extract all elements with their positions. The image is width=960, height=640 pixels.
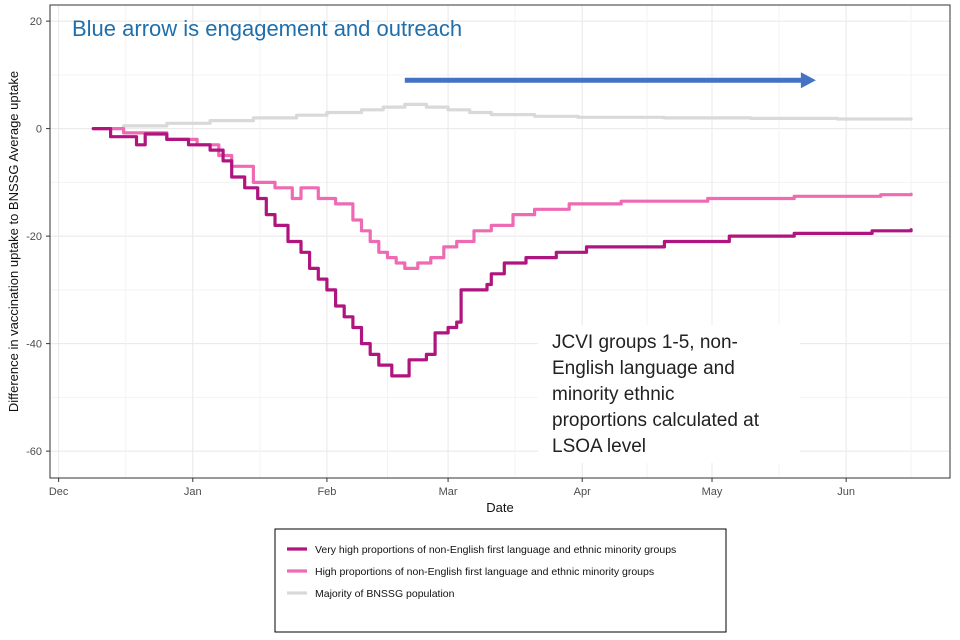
annotation-box [538,325,800,463]
annotation-line: minority ethnic [552,384,675,405]
x-tick-label: May [702,486,723,498]
series-lines [91,102,913,378]
y-tick-label: 20 [30,16,42,28]
legend-label: High proportions of non-English first la… [315,566,654,578]
x-tick-label: Feb [317,486,336,498]
annotation-line: JCVI groups 1-5, non- [552,332,738,353]
x-tick-label: Dec [49,486,69,498]
y-tick-label: 0 [36,124,42,136]
legend: Very high proportions of non-English fir… [287,544,676,600]
series-line-2 [91,127,913,270]
x-tick-label: Jun [837,486,855,498]
annotation-line: English language and [552,358,735,379]
legend-box [274,528,727,633]
y-tick-label: -20 [26,231,42,243]
legend-label: Majority of BNSSG population [315,588,455,600]
headline-annotation: Blue arrow is engagement and outreach [72,16,462,41]
axis-ticks: 20 0 -20 -40 -60 Dec Jan Feb Mar Apr May Jun [26,16,855,498]
x-tick-label: Jan [184,486,202,498]
y-axis-title: Difference in vaccination uptake to BNSS… [6,71,21,412]
annotation-line: LSOA level [552,436,646,457]
annotation-text: JCVI groups 1-5, non- English language an… [552,332,760,457]
engagement-arrow [404,72,816,89]
series-line-1 [91,127,913,378]
plot-panel-border [49,4,951,479]
legend-label: Very high proportions of non-English fir… [315,544,676,556]
x-tick-label: Apr [574,486,591,498]
y-tick-label: -40 [26,339,42,351]
x-tick-label: Mar [439,486,458,498]
annotation-line: proportions calculated at [552,410,760,431]
series-line-3 [91,102,913,131]
x-axis-title: Date [486,500,513,515]
grid [50,5,950,478]
y-tick-label: -60 [26,446,42,458]
arrow-head [800,72,816,89]
